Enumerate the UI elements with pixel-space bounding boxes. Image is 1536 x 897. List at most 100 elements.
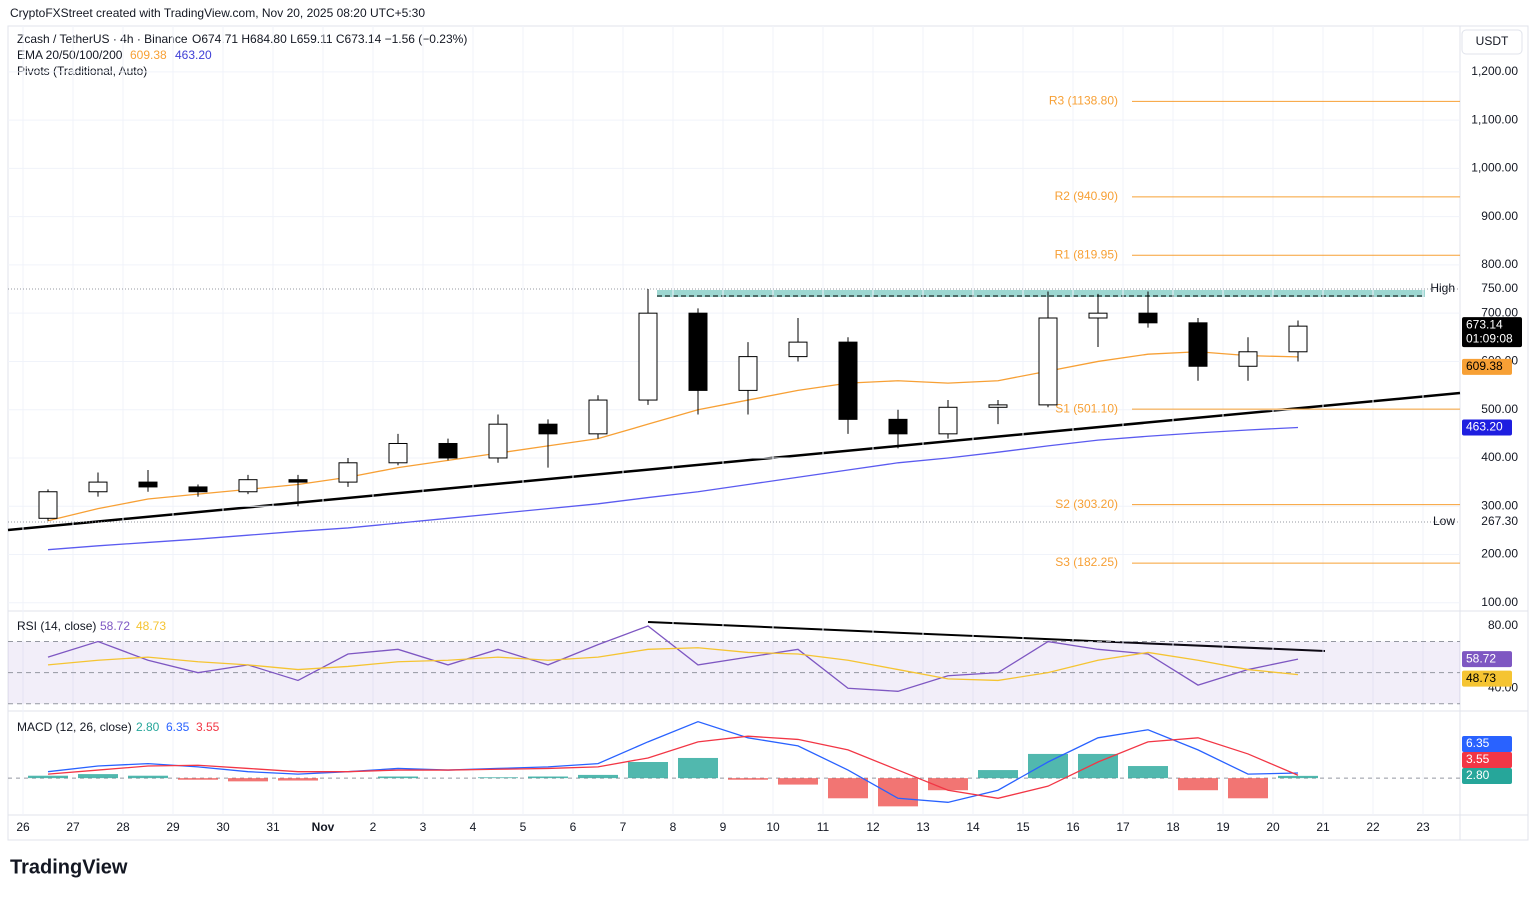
- x-tick-label: 21: [1316, 820, 1330, 834]
- x-tick-label: 9: [720, 820, 727, 834]
- pivot-label: R2 (940.90): [1055, 189, 1118, 203]
- macd-legend-value: 3.55: [196, 720, 220, 734]
- currency-button[interactable]: [1461, 29, 1523, 55]
- trendline: [7, 391, 1461, 532]
- rsi-tick-label: 80.00: [1488, 618, 1518, 632]
- candle-body: [1288, 325, 1308, 353]
- macd-histogram-bar: [1078, 753, 1118, 779]
- extreme-label: Low: [1433, 514, 1455, 528]
- macd-badge: 6.35: [1466, 736, 1490, 750]
- macd-legend-value: 2.80: [136, 720, 160, 734]
- rsi-line: [47, 625, 1299, 692]
- pivot-label: S2 (303.20): [1055, 497, 1118, 511]
- x-tick-label: 8: [670, 820, 677, 834]
- candle-body: [538, 423, 558, 435]
- ohlc: O674.71 H684.80 L659.11 C673.14 −1.56 (−…: [192, 32, 467, 46]
- last-price: 673.14: [1466, 317, 1503, 331]
- candle-body: [138, 481, 158, 488]
- candle-body: [838, 341, 858, 420]
- pivot-label: S1 (501.10): [1055, 401, 1118, 415]
- brand: TradingView: [10, 856, 128, 878]
- candle-body: [88, 481, 108, 493]
- macd-histogram-bar: [228, 778, 268, 782]
- x-tick-label: 26: [16, 820, 30, 834]
- macd-histogram-bar: [278, 778, 318, 781]
- macd-title: MACD (12, 26, close): [17, 720, 132, 734]
- x-tick-label: 12: [866, 820, 880, 834]
- x-tick-label: 29: [166, 820, 180, 834]
- extreme-value: 267.30: [1481, 514, 1518, 528]
- x-tick-label: 15: [1016, 820, 1030, 834]
- signal-line: [47, 735, 1299, 799]
- ema-badge-badge: [1462, 419, 1512, 436]
- rsi-legend-value: 58.72: [100, 619, 130, 633]
- symbol-title: Zcash / TetherUS · 4h · Binance: [17, 32, 188, 46]
- macd-histogram-bar: [778, 778, 818, 785]
- last-price-badge: [1462, 317, 1522, 348]
- plot: 26 27 28 29 30 31 Nov 2 3 4 5 6 7 8 9 10 11 12 13 14 15 16 17 1…: [8, 26, 1522, 834]
- macd-badge: 3.55: [1466, 752, 1490, 766]
- candle-body: [638, 312, 658, 401]
- candle-body: [438, 442, 458, 459]
- ema-badge-badge: [1462, 358, 1512, 375]
- candle-body: [1038, 317, 1058, 406]
- x-tick-label: Nov: [312, 820, 335, 834]
- currency[interactable]: USDT: [1476, 34, 1509, 48]
- macd-badge-badge: [1462, 752, 1512, 768]
- resistance-zone: [657, 290, 1425, 297]
- pivot-label: R3 (1138.80): [1049, 94, 1118, 108]
- macd-histogram-bar: [578, 774, 618, 779]
- ema-badge: 463.20: [1466, 420, 1503, 434]
- rsi-trendline: [647, 621, 1326, 652]
- x-tick-label: 10: [766, 820, 780, 834]
- macd-histogram-bar: [628, 762, 668, 779]
- x-tick-label: 7: [620, 820, 627, 834]
- macd-histogram-bar: [78, 774, 118, 779]
- y-tick-label: 200.00: [1481, 547, 1518, 561]
- candle-body: [1088, 312, 1108, 319]
- candle-body: [588, 399, 608, 435]
- rsi-ma-line: [47, 647, 1299, 682]
- candle-body: [488, 423, 508, 459]
- macd-histogram-bar: [28, 775, 68, 779]
- macd-histogram-bar: [978, 770, 1018, 779]
- candle-body: [238, 479, 258, 493]
- rsi-badge: 48.73: [1466, 671, 1496, 685]
- ema-label: EMA 20/50/100/200: [17, 48, 123, 62]
- macd-legend-value: 6.35: [166, 720, 190, 734]
- x-tick-label: 31: [266, 820, 280, 834]
- y-tick-label: 1,000.00: [1471, 161, 1518, 175]
- macd-histogram-bar: [528, 776, 568, 779]
- rsi-badge-badge: [1462, 651, 1512, 668]
- y-tick-label: 400.00: [1481, 450, 1518, 464]
- ema-line: [47, 426, 1299, 551]
- macd-histogram-bar: [1228, 778, 1268, 799]
- candle-body: [988, 404, 1008, 408]
- macd-histogram-bar: [478, 777, 518, 779]
- candle-body: [1188, 322, 1208, 367]
- x-tick-label: 27: [66, 820, 80, 834]
- x-tick-label: 20: [1266, 820, 1280, 834]
- macd-histogram-bar: [1278, 775, 1318, 779]
- candle-body: [888, 418, 908, 435]
- macd-histogram-bar: [878, 778, 918, 807]
- ema-badge: 609.38: [1466, 359, 1503, 373]
- credit: CryptoFXStreet created with TradingView.…: [10, 6, 425, 20]
- candle-body: [1138, 312, 1158, 324]
- macd-histogram-bar: [378, 776, 418, 779]
- x-tick-label: 28: [116, 820, 130, 834]
- macd-histogram-bar: [928, 778, 968, 791]
- y-tick-label: 1,200.00: [1471, 64, 1518, 78]
- macd-badge-badge: [1462, 736, 1512, 752]
- candle-body: [788, 341, 808, 358]
- countdown: 01:09:08: [1466, 331, 1513, 345]
- candle-body: [738, 356, 758, 391]
- y-tick-label: 700.00: [1481, 305, 1518, 319]
- y-tick-label: 900.00: [1481, 209, 1518, 223]
- candle-body: [688, 312, 708, 391]
- y-tick-label: 500.00: [1481, 402, 1518, 416]
- macd-badge-badge: [1462, 768, 1512, 784]
- rsi-badge-badge: [1462, 670, 1512, 687]
- candle-body: [338, 462, 358, 483]
- chart-frame: [7, 25, 1529, 841]
